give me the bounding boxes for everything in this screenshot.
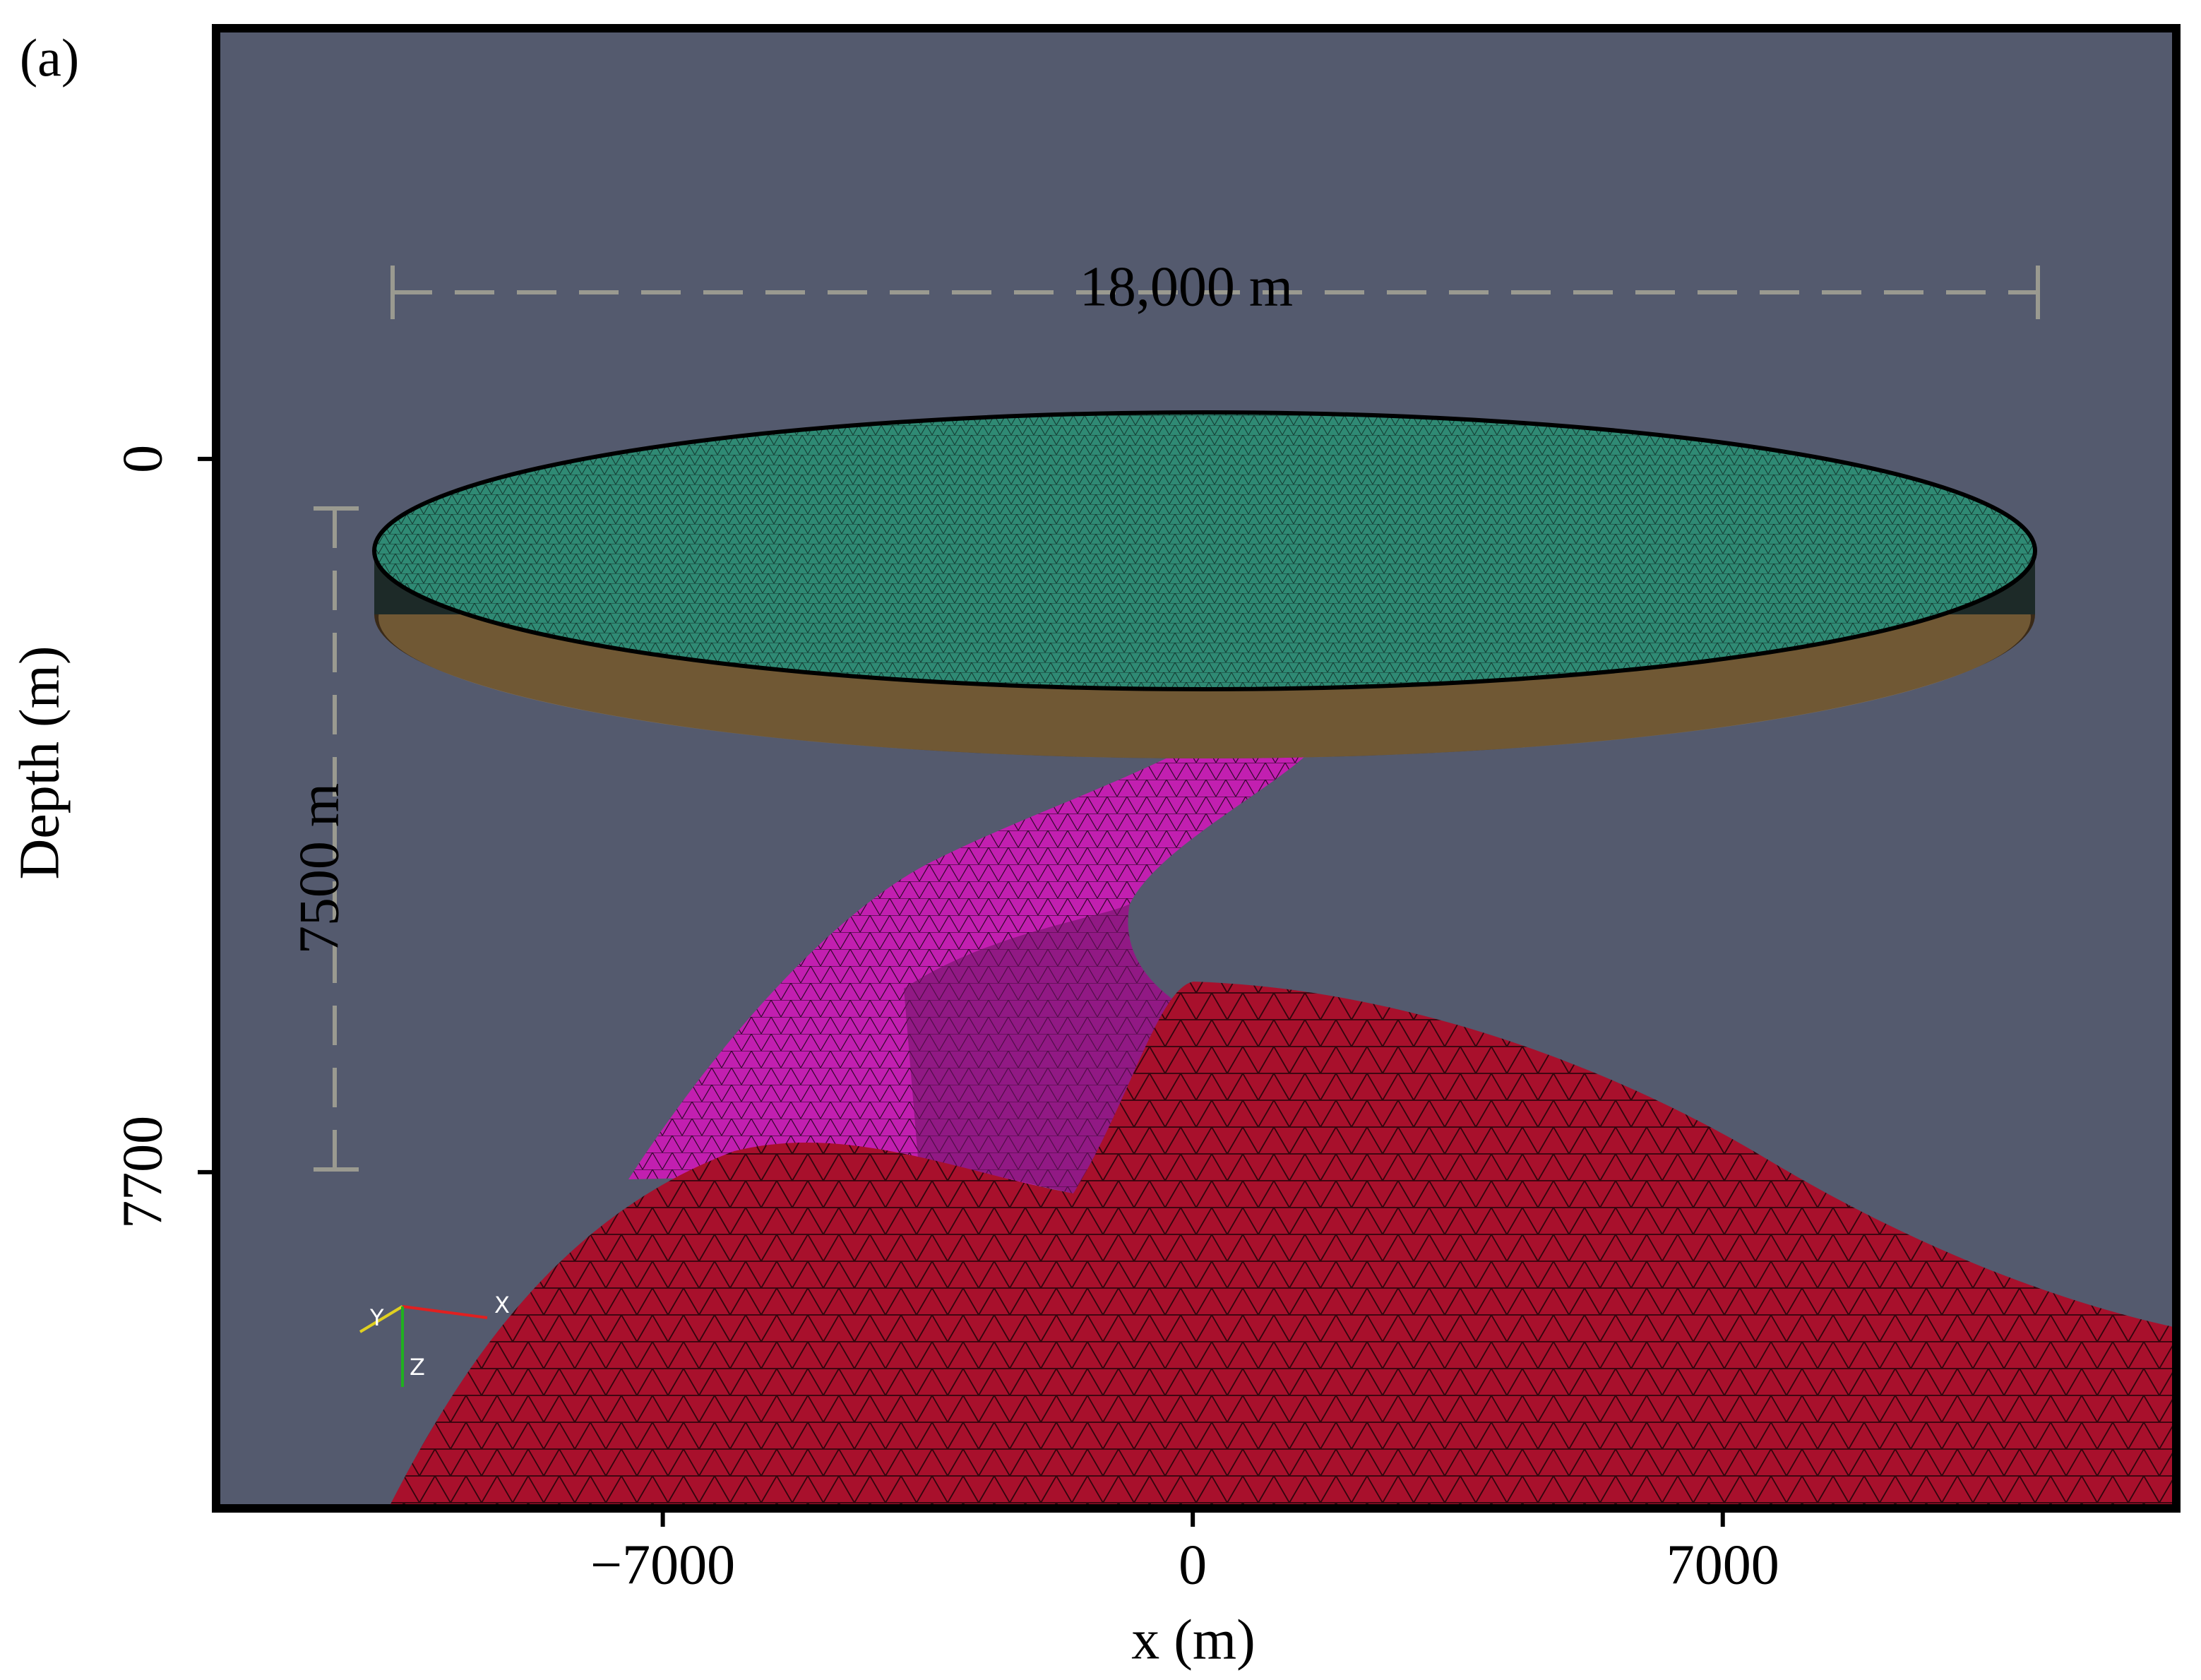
y-axis-label: Depth (m) [8, 645, 71, 879]
axes-frame [212, 24, 2181, 1513]
conduit-shadow [904, 904, 1243, 1193]
x-tick-label: 7000 [1666, 1534, 1779, 1596]
x-tick-label: −7000 [590, 1534, 735, 1596]
x-axis-label: x (m) [1131, 1609, 1255, 1671]
triad-label: X [494, 1292, 510, 1318]
scale-caps [314, 266, 2040, 1172]
height-annotation: 7500 m [288, 783, 350, 954]
triad-y [359, 1305, 404, 1333]
triad-x [402, 1305, 488, 1319]
width-annotation: 18,000 m [1080, 256, 1293, 318]
x-tick-label: 0 [1179, 1534, 1207, 1596]
scale-bars [333, 290, 2038, 1169]
disk-edge [372, 410, 2037, 691]
panel-label: (a) [20, 28, 79, 88]
triad-label: Y [369, 1304, 384, 1331]
chamber-mesh [388, 982, 2176, 1508]
mesh-render [372, 410, 2176, 1508]
y-tick-label: 0 [112, 445, 174, 473]
triad-label: Z [410, 1354, 425, 1381]
disk-mesh [374, 412, 2035, 689]
y-tick-label: 7700 [112, 1116, 174, 1229]
axis-triad: X Y Z [359, 1292, 510, 1387]
